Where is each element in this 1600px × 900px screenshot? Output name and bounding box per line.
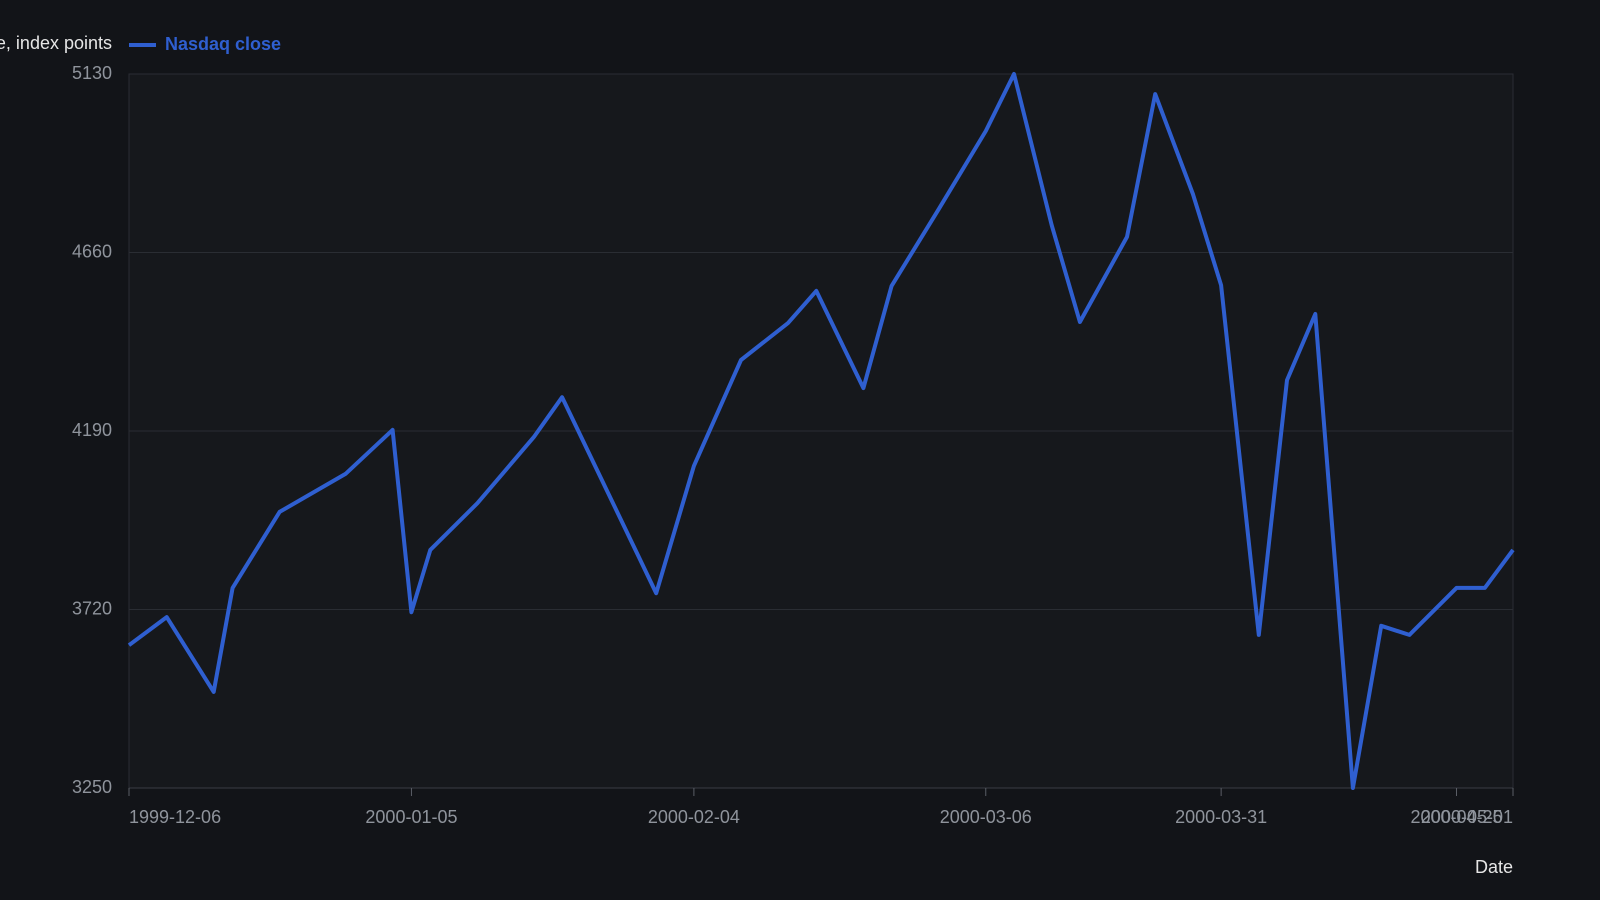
x-tick-label: 2000-03-06 [940, 807, 1032, 827]
x-tick-label: 2000-05-01 [1421, 807, 1513, 827]
y-tick-label: 5130 [72, 63, 112, 83]
y-axis-title: Close, index points [0, 33, 112, 53]
x-tick-label: 1999-12-06 [129, 807, 221, 827]
y-tick-label: 3720 [72, 598, 112, 618]
x-tick-label: 2000-03-31 [1175, 807, 1267, 827]
y-tick-label: 4190 [72, 420, 112, 440]
y-tick-label: 3250 [72, 777, 112, 797]
x-tick-label: 2000-01-05 [365, 807, 457, 827]
x-axis-title: Date [1475, 857, 1513, 877]
x-tick-label: 2000-02-04 [648, 807, 740, 827]
y-tick-label: 4660 [72, 241, 112, 261]
series-line [127, 72, 1515, 790]
x-tick-label: 2000-04-25 [1410, 807, 1502, 827]
legend-label: Nasdaq close [165, 34, 281, 54]
